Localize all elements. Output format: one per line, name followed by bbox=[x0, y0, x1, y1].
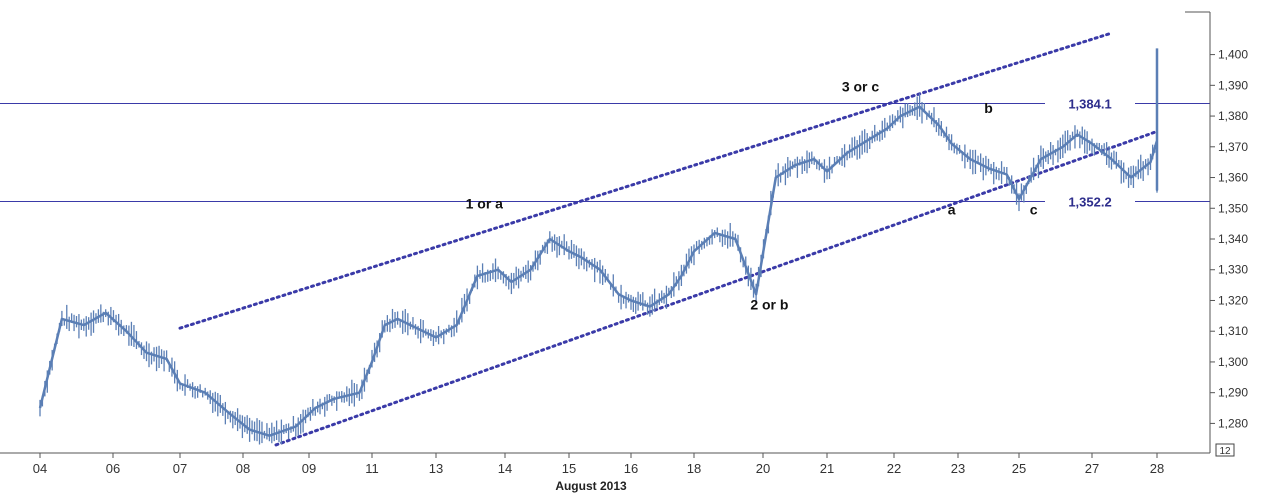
x-tick-label: 07 bbox=[173, 461, 187, 476]
x-axis-month-label: August 2013 bbox=[555, 479, 627, 493]
wave-label: 2 or b bbox=[750, 297, 788, 313]
y-tick-label: 1,300 bbox=[1218, 355, 1248, 369]
axis-badge-label: 12 bbox=[1219, 446, 1231, 457]
y-tick-label: 1,320 bbox=[1218, 293, 1248, 307]
x-tick-label: 09 bbox=[302, 461, 316, 476]
y-tick-label: 1,390 bbox=[1218, 78, 1248, 92]
x-tick-label: 06 bbox=[106, 461, 120, 476]
x-tick-label: 14 bbox=[498, 461, 512, 476]
y-tick-label: 1,400 bbox=[1218, 48, 1248, 62]
x-tick-label: 11 bbox=[365, 461, 379, 476]
x-tick-label: 27 bbox=[1085, 461, 1099, 476]
trend-channel bbox=[178, 31, 1159, 447]
level-label: 1,352.2 bbox=[1068, 195, 1111, 210]
y-tick-label: 1,330 bbox=[1218, 263, 1248, 277]
y-tick-label: 1,280 bbox=[1218, 416, 1248, 430]
wave-label: b bbox=[984, 100, 993, 116]
y-tick-label: 1,360 bbox=[1218, 171, 1248, 185]
x-tick-label: 25 bbox=[1012, 461, 1026, 476]
x-tick-label: 20 bbox=[756, 461, 770, 476]
x-tick-label: 28 bbox=[1150, 461, 1164, 476]
x-tick-label: 22 bbox=[887, 461, 901, 476]
y-tick-label: 1,340 bbox=[1218, 232, 1248, 246]
x-tick-label: 04 bbox=[33, 461, 47, 476]
x-tick-label: 08 bbox=[236, 461, 250, 476]
price-series bbox=[38, 48, 1159, 445]
y-tick-label: 1,290 bbox=[1218, 386, 1248, 400]
axis-badge bbox=[1215, 443, 1235, 457]
level-label: 1,384.1 bbox=[1068, 96, 1111, 111]
wave-label: 3 or c bbox=[842, 78, 880, 94]
y-tick-label: 1,310 bbox=[1218, 324, 1248, 338]
horizontal-levels: 1,384.1 1,352.2 bbox=[0, 96, 1210, 210]
x-tick-label: 21 bbox=[820, 461, 834, 476]
x-tick-label: 16 bbox=[624, 461, 638, 476]
channel-lower-line bbox=[274, 129, 1159, 447]
x-tick-label: 15 bbox=[562, 461, 576, 476]
x-tick-label: 23 bbox=[951, 461, 965, 476]
y-tick-label: 1,350 bbox=[1218, 201, 1248, 215]
y-tick-label: 1,380 bbox=[1218, 109, 1248, 123]
channel-upper-line bbox=[178, 31, 1113, 330]
x-tick-label: 13 bbox=[429, 461, 443, 476]
axes: 04 06 07 08 09 11 13 14 15 16 18 20 21 22 23 25 27 28 1,40… bbox=[0, 11, 1248, 476]
wave-label: c bbox=[1030, 201, 1038, 217]
wave-annotations: 3 or c 1 or a 2 or b a b c bbox=[466, 78, 1038, 312]
wave-label: a bbox=[948, 201, 956, 217]
y-tick-label: 1,370 bbox=[1218, 140, 1248, 154]
wave-label: 1 or a bbox=[466, 195, 504, 211]
x-tick-label: 18 bbox=[687, 461, 701, 476]
